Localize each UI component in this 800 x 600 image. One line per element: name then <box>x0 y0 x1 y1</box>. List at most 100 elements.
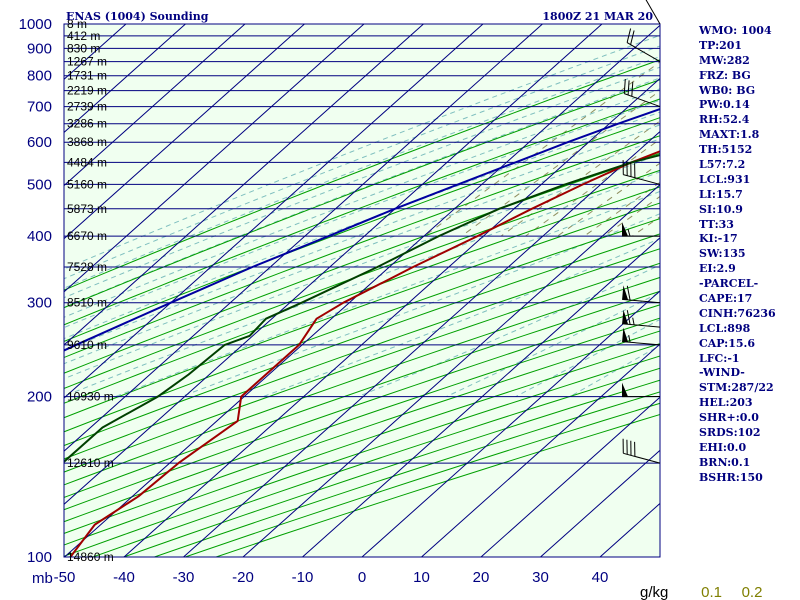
dewpoint-trace <box>64 154 660 464</box>
height-label: 830 m <box>67 41 100 55</box>
moist-adiabat <box>115 190 660 398</box>
temperature-tick-label: 30 <box>532 569 549 586</box>
isotherm <box>64 24 186 134</box>
index-item: LI:15.7 <box>699 187 743 201</box>
plot-frame <box>63 23 661 558</box>
temperature-tick-label: -20 <box>232 569 254 586</box>
wind-barb-feather <box>630 30 635 45</box>
chart-grid <box>64 24 660 557</box>
isotherm <box>64 24 660 557</box>
index-item: SHR+:0.0 <box>699 411 759 425</box>
isotherm <box>361 290 660 557</box>
temperature-tick-label: -10 <box>292 569 314 586</box>
temperature-tick-label: 10 <box>413 569 430 586</box>
isotherm <box>123 77 660 557</box>
moist-adiabat <box>64 171 660 397</box>
moist-adiabat <box>64 45 660 280</box>
index-item: KI:-17 <box>699 232 738 246</box>
moist-adiabat <box>64 153 660 380</box>
mixing-ratio-label: 0.1 <box>701 584 722 600</box>
mixing-ratio-label: 0.2 <box>742 584 763 600</box>
height-label: 5160 m <box>67 177 107 191</box>
temperature-tick-label: 0 <box>358 569 366 586</box>
wind-barb <box>622 285 661 304</box>
wind-barb-flag <box>622 309 629 325</box>
wind-barb <box>621 382 661 398</box>
isotherm <box>302 237 660 557</box>
mixing-ratio-unit-label: g/kg <box>640 584 668 600</box>
index-item: LCL:898 <box>699 321 751 335</box>
isotherm <box>480 396 660 557</box>
pressure-label: 600 <box>27 134 52 151</box>
index-item: TT:33 <box>699 217 734 231</box>
pressure-label: 100 <box>27 549 52 566</box>
temperature-trace <box>69 150 660 557</box>
index-item: MW:282 <box>699 53 750 67</box>
height-label: 12610 m <box>67 456 114 470</box>
height-label: 412 m <box>67 29 100 43</box>
temperature-tick-label: 40 <box>592 569 609 586</box>
isotherm <box>540 449 660 557</box>
pressure-label: 900 <box>27 40 52 57</box>
height-label: 7528 m <box>67 260 107 274</box>
index-item: EHI:0.0 <box>699 440 747 454</box>
height-label: 4484 m <box>67 155 107 169</box>
pressure-label: 700 <box>27 99 52 116</box>
index-item: CAPE:17 <box>699 292 753 306</box>
wind-barb-feather <box>626 310 631 325</box>
isotherm <box>64 24 365 293</box>
height-label: 1267 m <box>67 55 107 69</box>
wind-barb-flag <box>622 222 628 237</box>
wind-barb <box>626 28 661 63</box>
index-item: TH:5152 <box>699 143 753 157</box>
height-label: 8510 m <box>67 296 107 310</box>
wind-barb-staff <box>623 174 661 185</box>
wind-barb-staff <box>622 341 661 346</box>
temperature-tick-label: -30 <box>173 569 195 586</box>
index-item: PW:0.14 <box>699 98 750 112</box>
index-item: WB0: BG <box>699 83 756 97</box>
wind-barb <box>621 222 661 237</box>
index-item: SI:10.9 <box>699 202 743 216</box>
sounding-indices: WMO: 1004 TP:201 MW:282 FRZ: BG WB0: BG PW:0.… <box>699 24 799 486</box>
index-item: HEL:203 <box>699 396 753 410</box>
pressure-label: 300 <box>27 295 52 312</box>
index-item: MAXT:1.8 <box>699 128 760 142</box>
wind-barb <box>622 327 661 346</box>
sounding-time: 1800Z 21 MAR 20 <box>542 10 653 23</box>
pressure-unit-label: mb <box>32 570 53 587</box>
index-item: RH:52.4 <box>699 113 750 127</box>
pressure-label: 400 <box>27 228 52 245</box>
isotherm <box>64 24 484 399</box>
pressure-label: 500 <box>27 176 52 193</box>
station-title: ENAS (1004) Sounding <box>66 10 209 23</box>
height-label: 14860 m <box>67 550 114 564</box>
moist-adiabat <box>64 138 660 365</box>
height-label: 2219 m <box>67 84 107 98</box>
pressure-label: 200 <box>27 389 52 406</box>
wind-barb-feather <box>631 81 634 97</box>
index-item: WMO: 1004 <box>699 24 772 37</box>
height-label: 1731 m <box>67 69 107 83</box>
height-label: 5873 m <box>67 202 107 216</box>
isotherm <box>242 184 660 557</box>
wind-barb <box>645 0 661 25</box>
wind-barb <box>622 309 661 328</box>
wind-barb-staff <box>622 323 661 328</box>
index-item: FRZ: BG <box>699 68 751 82</box>
isotherm <box>64 24 603 505</box>
index-item: BRN:0.1 <box>699 455 751 469</box>
temperature-tick-label: 20 <box>473 569 490 586</box>
pressure-label: 800 <box>27 68 52 85</box>
index-item: SRDS:102 <box>699 426 761 440</box>
wind-barb-feather <box>627 80 630 95</box>
wind-barb-staff <box>624 93 661 108</box>
height-label: 2739 m <box>67 100 107 114</box>
isotherm <box>64 24 424 346</box>
index-item: BSHR:150 <box>699 470 763 484</box>
wind-barb-staff <box>626 42 661 63</box>
sounding-traces <box>64 108 660 557</box>
wind-barb-feather <box>626 28 632 43</box>
